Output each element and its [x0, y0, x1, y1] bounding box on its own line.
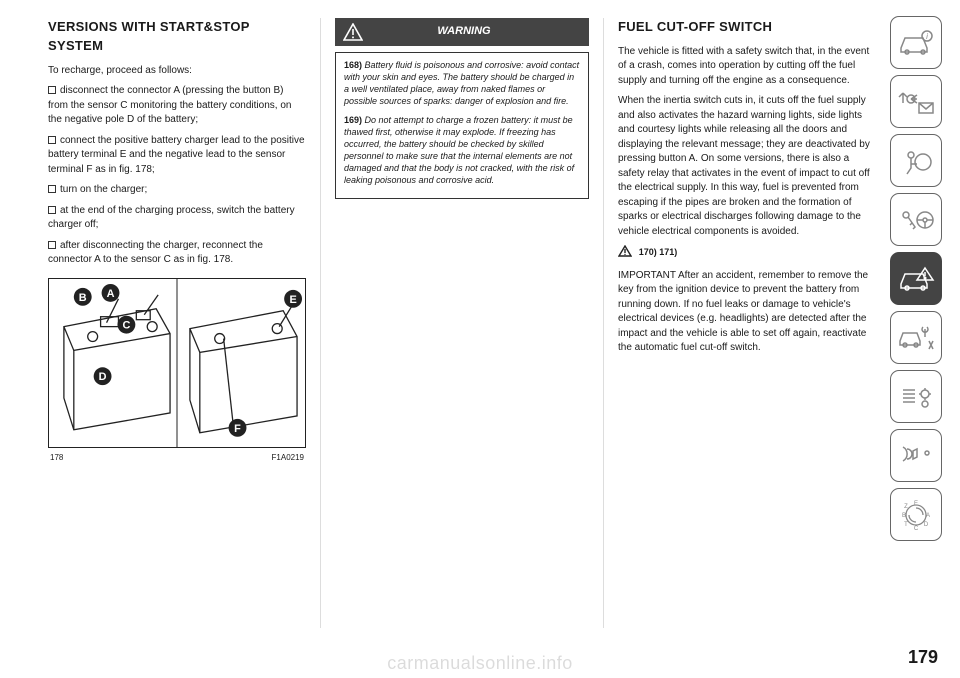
- svg-text:C: C: [914, 526, 919, 532]
- airbag-icon[interactable]: [890, 134, 942, 187]
- col1-bullet-3-text: at the end of the charging process, swit…: [48, 205, 295, 231]
- column-3: FUEL CUT-OFF SWITCH The vehicle is fitte…: [618, 18, 872, 668]
- col3-body1: The vehicle is fitted with a safety swit…: [618, 45, 872, 89]
- svg-text:Z: Z: [904, 504, 908, 510]
- svg-text:E: E: [914, 501, 918, 507]
- figure-178: B A C D E F: [48, 278, 306, 449]
- bullet-icon: [48, 136, 56, 144]
- col3-refs-text: 170) 171): [639, 247, 678, 257]
- warning-banner: WARNING: [335, 18, 589, 46]
- figure-number: 178: [50, 452, 63, 464]
- column-1: VERSIONS WITH START&STOP SYSTEM To recha…: [48, 18, 306, 668]
- warning-num: 168): [344, 60, 362, 70]
- warning-text: Do not attempt to charge a frozen batter…: [344, 115, 574, 186]
- warning-box: 168) Battery fluid is poisonous and corr…: [335, 52, 589, 199]
- col1-bullet-4-text: after disconnecting the charger, reconne…: [48, 240, 263, 266]
- list-settings-icon[interactable]: [890, 370, 942, 423]
- figure-caption: 178 F1A0219: [48, 450, 306, 464]
- col1-bullet-2: turn on the charger;: [48, 183, 306, 198]
- warning-label: WARNING: [347, 24, 581, 40]
- col3-body3: IMPORTANT After an accident, remember to…: [618, 269, 872, 356]
- watermark: carmanualsonline.info: [387, 653, 573, 674]
- col3-body2: When the inertia switch cuts in, it cuts…: [618, 94, 872, 239]
- car-service-icon[interactable]: [890, 311, 942, 364]
- manual-page: VERSIONS WITH START&STOP SYSTEM To recha…: [0, 0, 960, 678]
- col3-heading: FUEL CUT-OFF SWITCH: [618, 18, 872, 37]
- column-divider: [603, 18, 604, 628]
- warning-text: Battery fluid is poisonous and corrosive…: [344, 60, 579, 106]
- bullet-icon: [48, 241, 56, 249]
- col1-bullet-1-text: connect the positive battery charger lea…: [48, 135, 305, 175]
- col1-intro: To recharge, proceed as follows:: [48, 64, 306, 79]
- svg-text:A: A: [926, 513, 930, 519]
- svg-text:B: B: [79, 292, 87, 304]
- svg-text:E: E: [289, 294, 296, 306]
- svg-text:A: A: [107, 288, 115, 300]
- bullet-icon: [48, 185, 56, 193]
- svg-text:B: B: [902, 513, 906, 519]
- svg-text:i: i: [926, 32, 928, 41]
- col1-bullet-3: at the end of the charging process, swit…: [48, 204, 306, 233]
- col1-bullet-2-text: turn on the charger;: [60, 184, 147, 195]
- warning-triangle-icon: [618, 245, 632, 257]
- light-mail-icon[interactable]: [890, 75, 942, 128]
- col1-bullet-1: connect the positive battery charger lea…: [48, 134, 306, 178]
- section-nav: i: [890, 16, 942, 668]
- column-divider: [320, 18, 321, 628]
- figure-code: F1A0219: [272, 452, 304, 464]
- key-wheel-icon[interactable]: [890, 193, 942, 246]
- col1-heading: VERSIONS WITH START&STOP SYSTEM: [48, 18, 306, 56]
- bullet-icon: [48, 86, 56, 94]
- svg-text:F: F: [234, 422, 241, 434]
- media-location-icon[interactable]: [890, 429, 942, 482]
- col1-bullet-0: disconnect the connector A (pressing the…: [48, 84, 306, 128]
- warning-168: 168) Battery fluid is poisonous and corr…: [344, 59, 580, 108]
- car-info-icon[interactable]: i: [890, 16, 942, 69]
- warning-169: 169) Do not attempt to charge a frozen b…: [344, 114, 580, 187]
- battery-diagram-icon: B A C D E F: [49, 279, 305, 448]
- page-number: 179: [908, 647, 938, 668]
- warning-num: 169): [344, 115, 362, 125]
- col3-refs: 170) 171): [618, 245, 872, 261]
- svg-text:D: D: [924, 522, 929, 528]
- bullet-icon: [48, 206, 56, 214]
- col1-bullet-0-text: disconnect the connector A (pressing the…: [48, 85, 291, 125]
- column-2: WARNING 168) Battery fluid is poisonous …: [335, 18, 589, 668]
- col1-bullet-4: after disconnecting the charger, reconne…: [48, 239, 306, 268]
- svg-text:D: D: [99, 371, 107, 383]
- svg-text:C: C: [122, 319, 130, 331]
- svg-text:T: T: [904, 522, 908, 528]
- compass-icon[interactable]: E A D C T B Z: [890, 488, 942, 541]
- car-warning-icon[interactable]: [890, 252, 942, 305]
